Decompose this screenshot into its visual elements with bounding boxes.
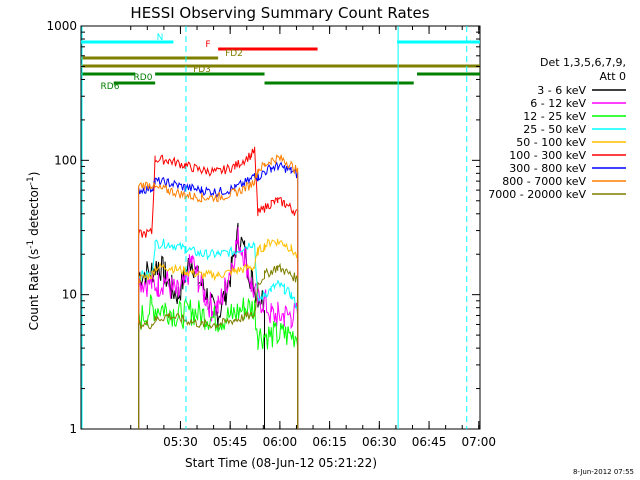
x-tick-label: 07:00 [461,435,496,449]
x-axis-label: Start Time (08-Jun-12 05:21:22) [185,456,377,470]
series-100to300kev [138,146,299,429]
y-axis-label: Count Rate (s-1 detector-1) [26,172,41,331]
legend-label: 50 - 100 keV [516,136,586,149]
y-tick-label: 1000 [46,19,77,33]
legend-label: 100 - 300 keV [509,149,586,162]
y-tick-label: 100 [54,153,77,167]
series-7000to20000kev [138,262,299,429]
series-6to12kev [138,227,299,429]
x-tick-label: 05:30 [163,435,198,449]
plot-border [80,25,481,430]
x-tick-label: 06:15 [312,435,347,449]
timestamp: 8-Jun-2012 07:55 [573,468,634,476]
legend-label: 6 - 12 keV [530,97,586,110]
y-axis-label-sup1: -1 [26,240,36,249]
series-25to50kev [138,238,299,429]
series-300to800kev [138,161,299,429]
y-tick-label: 10 [62,288,77,302]
y-axis-label-end: ) [27,172,41,177]
flag-label-n: N [157,33,164,43]
plot-frame [80,25,481,430]
legend-label: 300 - 800 keV [509,162,586,175]
saa-markers [81,26,468,429]
legend-label: 12 - 25 keV [523,110,586,123]
legend-label: 3 - 6 keV [537,84,586,97]
y-axis-ticks: 1 10 100 1000 [46,19,480,436]
series-12to25kev [138,294,299,429]
instrument-flags: N F FD2 FD3 RD0 RD6 [81,33,480,92]
legend-label: 800 - 7000 keV [502,175,586,188]
flag-label-f: F [205,40,210,50]
legend-title-line2: Att 0 [600,70,626,83]
x-tick-label: 06:45 [412,435,447,449]
flag-label-rd6: RD6 [101,82,120,92]
y-axis-label-mid: detector [27,185,41,240]
legend-title-line1: Det 1,3,5,6,7,9, [540,56,626,69]
flag-label-fd3: FD3 [193,65,211,75]
legend-label: 25 - 50 keV [523,123,586,136]
y-axis-label-sup2: -1 [26,176,36,185]
x-tick-label: 06:00 [263,435,298,449]
series-50to100kev [138,238,299,429]
legend-label: 7000 - 20000 keV [488,188,586,201]
flag-label-fd2: FD2 [225,49,243,59]
y-tick-label: 1 [69,422,77,436]
series-800to7000kev [138,154,299,429]
series-lines [138,146,299,429]
x-tick-label: 06:30 [362,435,397,449]
y-axis-label-main: Count Rate (s [27,249,41,331]
x-tick-label: 05:45 [213,435,248,449]
x-axis-ticks: 05:30 05:45 06:00 06:15 06:30 06:45 07:00 [130,26,496,449]
chart-title: HESSI Observing Summary Count Rates [130,4,429,22]
flag-label-rd0: RD0 [134,73,153,83]
